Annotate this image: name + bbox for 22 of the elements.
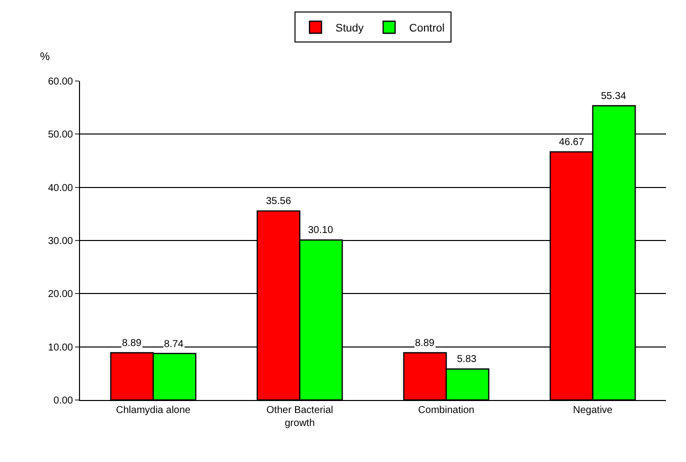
data-label: 55.34 [601,91,626,102]
data-label: 35.56 [266,196,292,207]
data-label: 8.89 [122,338,142,349]
x-tick-label: Other Bacterial growth [266,405,334,429]
y-tick-label: 50.00 [48,130,74,141]
y-tick-label: 60.00 [48,76,74,88]
data-label: 46.67 [559,137,584,148]
y-tick-label: 0.00 [54,396,74,406]
y-tick-label: 20.00 [48,289,74,300]
data-label: 8.74 [164,339,184,350]
data-label: 5.83 [457,354,477,365]
data-label: 30.10 [308,225,334,236]
legend-label: Study [336,22,364,35]
x-tick-label: Chlamydia alone [116,405,191,416]
y-tick-label: 40.00 [48,182,74,194]
y-tick-label: 10.00 [48,342,74,354]
x-tick-label: Negative [573,405,613,416]
y-tick-label: 30.00 [48,236,74,247]
x-tick-label: Combination [418,405,474,416]
data-label: 8.89 [415,338,435,349]
legend-label: Control [409,22,445,35]
y-axis-title: % [40,51,50,63]
